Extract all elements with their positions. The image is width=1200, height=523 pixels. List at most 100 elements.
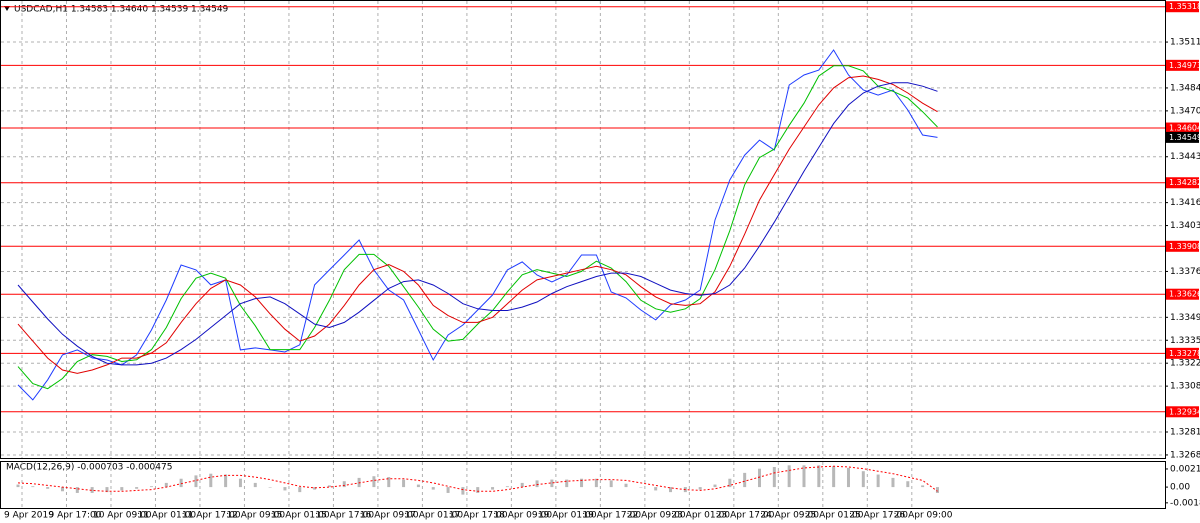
macd-bar	[90, 487, 94, 493]
macd-bar	[550, 479, 554, 488]
x-tick-label: 19 Apr 01:00	[538, 511, 597, 521]
macd-bar	[698, 487, 702, 490]
level-label: 1.34604	[1169, 124, 1200, 133]
x-tick-label: 25 Apr 17:00	[849, 511, 908, 521]
macd-bar	[669, 487, 673, 493]
macd-bar	[654, 487, 658, 491]
macd-bar	[149, 486, 153, 488]
macd-bar	[387, 477, 391, 488]
macd-bar	[891, 477, 895, 488]
x-tick-label: 9 Apr 2019	[4, 511, 54, 521]
macd-bar	[372, 476, 376, 488]
y-tick-label: 1.35110	[1170, 38, 1200, 48]
x-tick-label: 18 Apr 09:00	[493, 511, 552, 521]
x-tick-label: 19 Apr 17:00	[582, 511, 641, 521]
y-tick-label: 1.34165	[1170, 198, 1200, 208]
macd-bar	[402, 479, 406, 488]
x-tick-label: 11 Apr 17:00	[182, 511, 241, 521]
macd-bar	[313, 487, 317, 490]
x-tick-label: 12 Apr 09:00	[226, 511, 285, 521]
macd-bar	[268, 487, 272, 488]
macd-bar	[743, 472, 747, 488]
macd-bar	[60, 487, 64, 492]
macd-bar	[194, 475, 198, 488]
level-box	[1166, 347, 1199, 359]
level-label: 1.34282	[1169, 178, 1200, 187]
macd-bar	[31, 486, 35, 488]
y-tick-label: 1.33355	[1170, 336, 1200, 346]
y-tick-label: 1.33760	[1170, 267, 1200, 277]
macd-bar	[342, 481, 346, 488]
y-tick-label: -0.001883	[1170, 498, 1200, 508]
y-tick-label: 1.34030	[1170, 221, 1200, 231]
macd-bar	[876, 474, 880, 488]
level-box	[1166, 1, 1199, 13]
macd-bar	[253, 482, 257, 488]
x-tick-label: 17 Apr 01:00	[404, 511, 463, 521]
x-tick-label: 11 Apr 01:00	[137, 511, 196, 521]
macd-bar	[476, 487, 480, 493]
macd-bar	[713, 484, 717, 488]
macd-signal	[17, 465, 938, 492]
macd-bar	[580, 478, 584, 488]
moving-average	[17, 82, 938, 366]
macd-bar	[327, 485, 331, 488]
macd-bar	[179, 478, 183, 488]
current-price-label: 1.34549	[1169, 133, 1200, 142]
macd-bar	[728, 478, 732, 488]
x-tick-label: 26 Apr 09:00	[894, 511, 953, 521]
macd-bar	[283, 487, 287, 491]
level-label: 1.34973	[1169, 61, 1200, 70]
x-tick-label: 9 Apr 17:00	[48, 511, 101, 521]
macd-bar	[639, 487, 643, 488]
y-tick-label: 1.32815	[1170, 428, 1200, 438]
level-label: 1.33908	[1169, 242, 1200, 251]
macd-bar	[505, 486, 509, 488]
x-tick-label: 25 Apr 01:00	[805, 511, 864, 521]
macd-bar	[861, 471, 865, 488]
x-tick-label: 16 Apr 09:00	[360, 511, 419, 521]
y-tick-label: 1.33220	[1170, 359, 1200, 369]
macd-bar	[802, 465, 806, 488]
macd-bar	[431, 487, 435, 490]
macd-bar	[75, 487, 79, 493]
macd-bar	[135, 487, 139, 489]
y-tick-label: 0.00	[1170, 483, 1190, 493]
macd-bar	[758, 468, 761, 488]
moving-average	[17, 65, 938, 390]
x-tick-label: 23 Apr 01:00	[671, 511, 730, 521]
y-tick-label: 1.33085	[1170, 382, 1200, 392]
y-tick-label: 1.34840	[1170, 83, 1200, 93]
x-tick-label: 15 Apr 01:00	[271, 511, 330, 521]
macd-bar	[224, 474, 228, 488]
level-box	[1166, 288, 1199, 300]
x-tick-label: 17 Apr 17:00	[449, 511, 508, 521]
chart-title: USDCAD,H1 1.34583 1.34640 1.34539 1.3454…	[14, 5, 229, 15]
macd-bar	[817, 465, 821, 488]
macd-bar	[921, 485, 925, 488]
macd-bar	[238, 478, 242, 488]
level-box	[1166, 122, 1199, 134]
x-tick-label: 22 Apr 09:00	[627, 511, 686, 521]
macd-bar	[46, 487, 50, 489]
macd-bar	[624, 483, 628, 488]
macd-bar	[520, 482, 524, 488]
macd-bar	[209, 473, 213, 488]
macd-bar	[787, 465, 791, 488]
macd-title: MACD(12,26,9) -0.000703 -0.000475	[6, 463, 172, 473]
macd-bar	[832, 466, 836, 488]
macd-bar	[772, 467, 776, 488]
macd-bar	[535, 480, 539, 488]
menu-icon	[4, 6, 10, 11]
level-label: 1.33626	[1169, 290, 1200, 299]
macd-bar	[416, 484, 420, 488]
price-pane	[0, 0, 1166, 459]
price-box	[1166, 131, 1199, 143]
x-tick-label: 15 Apr 17:00	[315, 511, 374, 521]
x-tick-label: 24 Apr 09:00	[760, 511, 819, 521]
level-box	[1166, 177, 1199, 189]
macd-bar	[846, 467, 850, 488]
macd-bar	[16, 484, 20, 488]
